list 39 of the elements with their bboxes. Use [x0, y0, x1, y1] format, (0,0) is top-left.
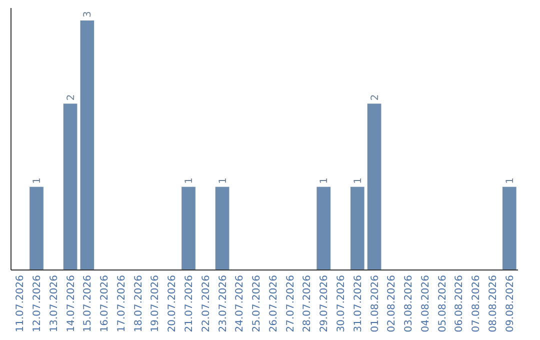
x-tick-label: 03.08.2026 [404, 275, 415, 332]
x-tick-label: 30.07.2026 [336, 275, 347, 332]
x-tick-label: 22.07.2026 [200, 275, 212, 332]
x-tick-label: 01.08.2026 [370, 275, 381, 332]
data-label: 2 [66, 94, 77, 101]
x-tick-label: 25.07.2026 [252, 275, 263, 332]
x-tick-label: 15.07.2026 [82, 275, 94, 332]
data-label: 1 [352, 177, 364, 184]
x-tick-label: 14.07.2026 [66, 275, 77, 332]
x-tick-label: 24.07.2026 [234, 275, 246, 332]
x-tick-label: 08.08.2026 [488, 275, 499, 332]
data-label: 1 [319, 177, 330, 184]
x-tick-label: 07.08.2026 [471, 275, 482, 332]
x-tick-label: 20.07.2026 [167, 275, 178, 332]
x-tick-label: 26.07.2026 [268, 275, 280, 332]
data-label: 2 [370, 94, 381, 101]
x-tick-label: 27.07.2026 [285, 275, 296, 332]
x-tick-label: 28.07.2026 [302, 275, 314, 332]
x-tick-label: 13.07.2026 [48, 275, 60, 332]
x-tick-label: 29.07.2026 [319, 275, 330, 332]
data-label: 1 [504, 177, 516, 184]
x-tick-label: 11.07.2026 [15, 275, 26, 332]
x-tick-label: 02.08.2026 [386, 275, 398, 332]
x-tick-label: 04.08.2026 [420, 275, 432, 332]
data-label: 1 [32, 177, 43, 184]
x-tick-label: 09.08.2026 [504, 275, 516, 332]
x-tick-label: 16.07.2026 [100, 275, 111, 332]
x-tick-label: 12.07.2026 [32, 275, 43, 332]
x-tick-label: 21.07.2026 [184, 275, 195, 332]
x-tick-label: 31.07.2026 [352, 275, 364, 332]
data-label: 1 [218, 177, 229, 184]
x-tick-label: 17.07.2026 [116, 275, 128, 332]
x-tick-label: 19.07.2026 [150, 275, 162, 332]
x-tick-label: 23.07.2026 [218, 275, 229, 332]
x-tick-label: 05.08.2026 [437, 275, 448, 332]
data-label: 3 [82, 11, 94, 18]
x-tick-label: 18.07.2026 [133, 275, 144, 332]
x-tick-label: 06.08.2026 [454, 275, 466, 332]
data-label: 1 [184, 177, 195, 184]
